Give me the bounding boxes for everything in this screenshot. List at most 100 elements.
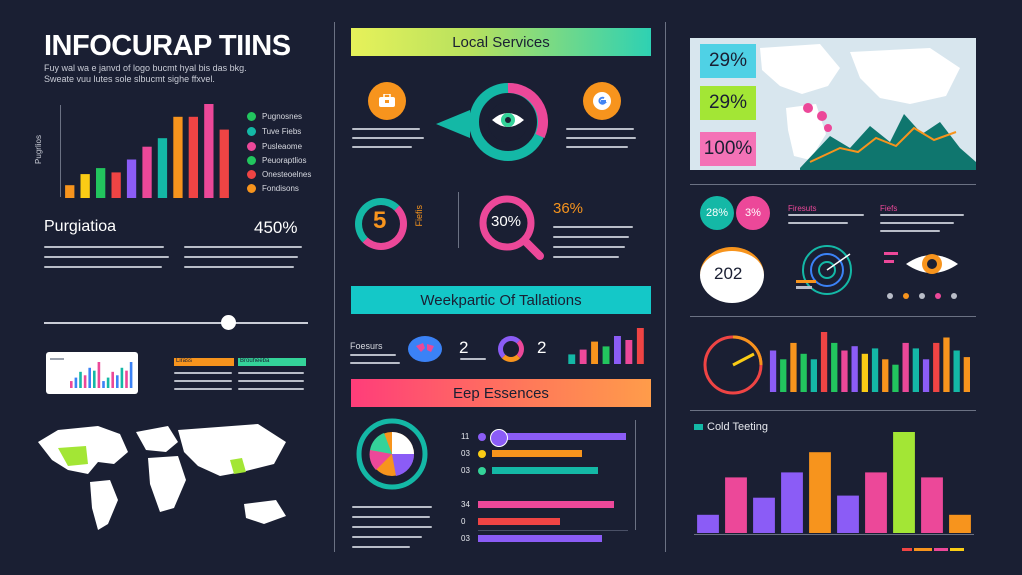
banner-local-services: Local Services [351, 28, 651, 56]
chart-bar [173, 116, 183, 198]
legend-item-1: Pugnosnes [247, 112, 302, 121]
text-line [44, 266, 162, 268]
chart-bar [602, 346, 610, 364]
text-line [880, 214, 964, 216]
text-line [460, 358, 486, 360]
briefcase-icon [368, 82, 406, 120]
right-row-divider-3 [690, 410, 976, 411]
chart-bar [769, 350, 777, 392]
subtitle-line-1: Fuy wal wa e janvd of logo bucmt hyal bi… [44, 63, 247, 73]
legend-dot [247, 184, 256, 193]
small-table-right-head: Brouheeba [238, 358, 306, 366]
chart-bar [810, 359, 817, 392]
chart-bar [953, 350, 960, 392]
side-stat: 36% [553, 200, 584, 217]
chart-bar [949, 514, 971, 533]
hbar-6 [478, 535, 602, 542]
legend-item-3: Pusleaome [247, 142, 302, 151]
text-line [566, 137, 636, 139]
center-vertical-divider [458, 192, 459, 248]
hbar-3 [492, 467, 598, 474]
chart-bar [943, 337, 950, 392]
speech-bubble-value: 202 [714, 264, 743, 283]
right-head-a: Firesuts [788, 204, 817, 213]
mini-chart-bar [93, 370, 96, 388]
text-line [553, 256, 619, 258]
slider-handle[interactable] [221, 315, 236, 330]
right-head-b: Fiefs [880, 204, 898, 213]
hbar-5 [478, 518, 560, 525]
text-line [553, 246, 625, 248]
chart-bar [204, 104, 214, 198]
chart-bar [157, 138, 168, 198]
chart-bar [922, 359, 930, 392]
chart-bar [882, 359, 889, 392]
right-mid-bars [769, 332, 970, 392]
legend-dot [247, 156, 256, 165]
small-table-left: Lirass [174, 358, 234, 398]
speech-bubble [700, 247, 764, 303]
mini-chart-bar [111, 371, 114, 388]
bar-chart-title-marker [694, 424, 703, 430]
chart-bar [820, 332, 828, 392]
hbar-2 [492, 450, 582, 457]
legend-item-2: Tuve Fiebs [247, 127, 301, 136]
mini-chart-bar [83, 375, 87, 388]
text-line [788, 222, 848, 224]
bottom-axis [694, 534, 974, 535]
chart-bar [893, 432, 915, 533]
text-line [44, 256, 169, 258]
chart-bar [579, 349, 587, 364]
mini-chart-bar [106, 377, 110, 388]
globe-icon [408, 336, 442, 362]
chart-bar [188, 116, 198, 198]
chart-bar [697, 514, 719, 533]
map-stat-2: 29% [700, 86, 756, 120]
chart-bar [80, 174, 90, 198]
text-line [352, 506, 432, 508]
legend-label: Fondisons [262, 184, 299, 193]
text-line [350, 362, 400, 364]
legend-item-4: Peuoraptlios [247, 156, 306, 165]
chart-bar [809, 452, 831, 533]
hbar-label: 11 [461, 432, 470, 441]
table-line [238, 380, 304, 382]
hbar-dot [478, 433, 486, 441]
bottom-legend-red [902, 548, 912, 551]
text-line [352, 536, 422, 538]
chart-bar [142, 146, 152, 198]
mini-bars-svg [50, 358, 133, 388]
hbar-label: 03 [461, 449, 470, 458]
chart-bar [861, 353, 868, 392]
center-right-rule [635, 420, 636, 530]
hbar-label: 34 [461, 500, 470, 509]
stat-label-left: Foesurs [350, 341, 383, 351]
hbar-1 [492, 433, 626, 440]
text-line [352, 128, 420, 130]
legend-dot [247, 112, 256, 121]
pie-ring-graphic [356, 418, 428, 490]
hbar-4 [478, 501, 614, 508]
magnifier-value: 30% [491, 213, 522, 230]
chart-bar [933, 342, 940, 392]
chart-bar [837, 495, 859, 533]
chart-bar [781, 472, 803, 533]
text-line [352, 546, 410, 548]
bottom-legend-pink [934, 548, 948, 551]
badge-a-value: 28% [705, 207, 729, 219]
slider-track[interactable] [44, 322, 308, 324]
chart-bar [912, 348, 919, 392]
chart-bar [800, 353, 807, 392]
column-divider-left [334, 22, 335, 552]
left-bar-chart: Pugrlios [34, 100, 230, 200]
legend-item-5: Onesteoelnes [247, 170, 311, 179]
left-chart-axis [60, 105, 61, 197]
text-line [184, 246, 302, 248]
donut-icon [498, 336, 524, 362]
page-title: INFOCURAP TIINS [44, 30, 291, 62]
hbar-dot [478, 450, 486, 458]
legend-dot [247, 142, 256, 151]
table-line [174, 380, 232, 382]
chart-bar [725, 477, 747, 533]
chart-bar [902, 342, 909, 392]
